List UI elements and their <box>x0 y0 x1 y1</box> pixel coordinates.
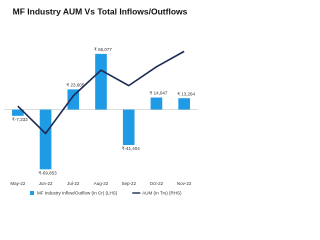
bar <box>150 97 163 110</box>
data-label: ₹ 13,264 <box>177 91 195 96</box>
aum-line <box>17 50 185 135</box>
x-tick-label: May-22 <box>10 181 26 186</box>
bar <box>39 109 52 170</box>
data-label: ₹-41,404 <box>122 146 141 151</box>
bar <box>178 98 190 110</box>
x-tick-label: Nov-22 <box>177 181 192 186</box>
x-tick-label: Sep-22 <box>121 181 136 186</box>
x-tick-label: Jul-22 <box>67 181 80 186</box>
chart-title: MF Industry AUM Vs Total Inflows/Outflow… <box>13 6 188 16</box>
bar <box>67 89 80 110</box>
legend-label: AUM (In Trs) (RHS) <box>142 191 182 196</box>
legend-swatch <box>30 191 34 195</box>
data-label: ₹-69,853 <box>39 171 58 176</box>
data-label: ₹-7,333 <box>12 117 28 122</box>
data-label: ₹ 23,605 <box>66 83 84 88</box>
x-tick-label: Jun-22 <box>39 181 53 186</box>
x-tick-label: Oct-22 <box>150 181 164 186</box>
legend-label: MF Industry Inflow/Outflow (In Cr) (LHS) <box>37 191 118 196</box>
data-label: ₹ 14,047 <box>149 91 167 96</box>
bar <box>12 109 24 116</box>
chart: MF Industry AUM Vs Total Inflows/Outflow… <box>4 6 198 196</box>
x-tick-label: Aug-22 <box>94 181 109 186</box>
data-label: ₹ 65,077 <box>94 47 112 52</box>
bar <box>122 109 135 145</box>
bar <box>95 53 107 110</box>
